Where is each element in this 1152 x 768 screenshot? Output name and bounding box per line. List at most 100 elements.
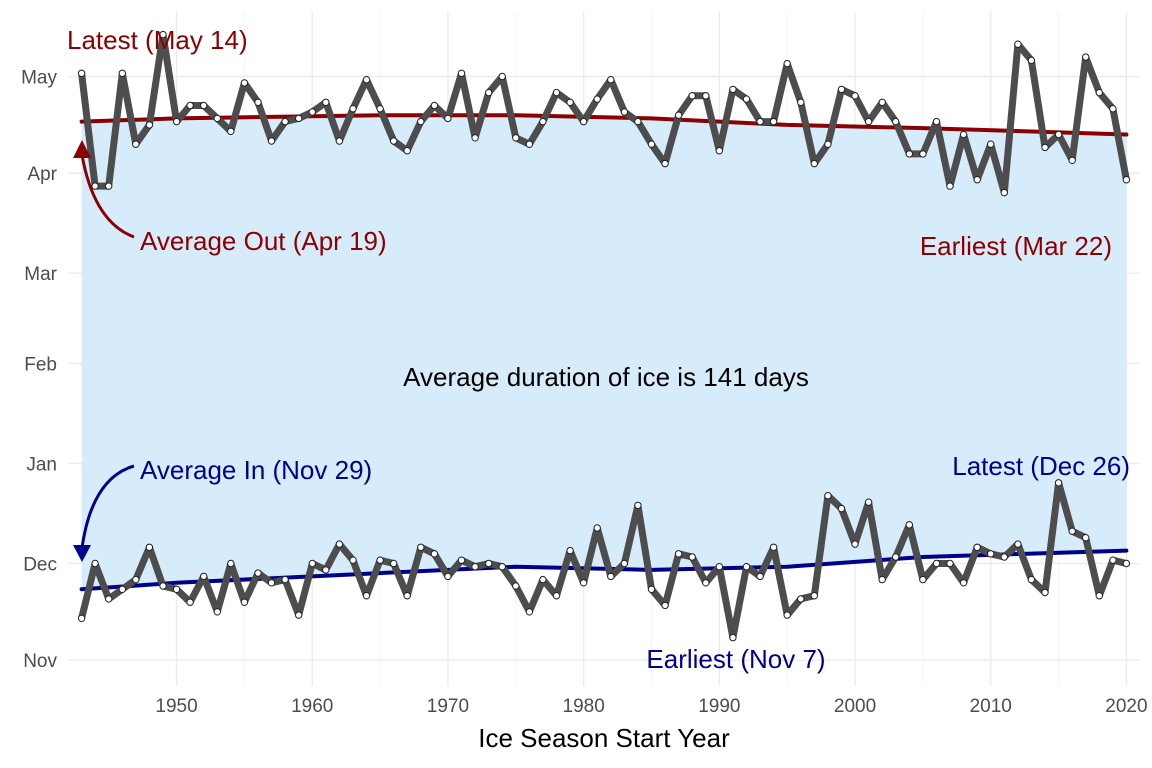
ice-in-point <box>607 572 615 581</box>
ice-in-latest-label: Latest (Dec 26) <box>952 451 1130 481</box>
ice-in-point <box>539 575 547 584</box>
ice-out-point <box>159 30 167 39</box>
ice-out-point <box>973 176 981 184</box>
ice-in-point <box>457 556 466 564</box>
ice-in-point <box>837 504 846 513</box>
ice-out-point <box>240 79 249 87</box>
ice-in-point <box>267 579 276 587</box>
ice-out-point <box>1068 156 1076 165</box>
ice-in-point <box>322 566 330 574</box>
ice-out-point <box>864 117 873 126</box>
ice-in-average-arrow <box>80 464 135 549</box>
duration-label: Average duration of ice is 141 days <box>403 362 809 392</box>
ice-in-point <box>552 592 561 600</box>
ice-in-point <box>1109 556 1117 564</box>
ice-in-point <box>864 498 873 506</box>
ice-in-point <box>159 582 167 590</box>
ice-out-point <box>607 76 615 84</box>
ice-in-point <box>390 559 398 568</box>
ice-out-point <box>783 59 791 68</box>
ice-out-point <box>213 114 222 123</box>
ice-in-point <box>335 540 344 548</box>
ice-in-average-label: Average In (Nov 29) <box>140 455 372 485</box>
x-tick-label: 2020 <box>1105 696 1147 717</box>
ice-in-point <box>227 559 235 568</box>
ice-out-point <box>729 85 737 94</box>
ice-in-point <box>362 592 371 600</box>
ice-in-point <box>905 521 913 529</box>
ice-in-point <box>485 559 493 568</box>
ice-in-point <box>172 585 181 593</box>
ice-in-point <box>946 559 954 568</box>
ice-in-point <box>1082 534 1090 542</box>
ice-out-point <box>1082 53 1090 61</box>
x-tick-label: 2000 <box>834 696 876 717</box>
ice-in-point <box>769 543 778 551</box>
y-tick-label: Feb <box>24 355 57 376</box>
x-tick-label: 1980 <box>563 696 605 717</box>
ice-out-point <box>742 95 751 103</box>
ice-in-average-arrowhead <box>73 545 91 562</box>
ice-out-average-label: Average Out (Apr 19) <box>140 226 387 256</box>
ice-out-point <box>1041 143 1049 152</box>
ice-in-point <box>498 563 506 571</box>
ice-out-point <box>335 137 344 145</box>
ice-in-point <box>471 563 479 571</box>
x-tick-label: 1970 <box>427 696 469 717</box>
ice-in-point <box>281 575 289 584</box>
ice-out-point <box>186 101 194 110</box>
ice-in-point <box>430 550 439 558</box>
x-tick-label: 1990 <box>698 696 740 717</box>
ice-out-point <box>1109 105 1117 113</box>
ice-out-point <box>769 117 778 126</box>
ice-out-point <box>145 121 154 129</box>
ice-in-point <box>254 569 262 577</box>
ice-in-point <box>512 582 520 590</box>
y-tick-label: Apr <box>27 164 57 185</box>
ice-out-point <box>824 140 832 148</box>
ice-out-point <box>797 98 805 107</box>
ice-out-point <box>200 101 208 110</box>
ice-in-point <box>118 585 127 593</box>
ice-out-earliest-label: Earliest (Mar 22) <box>920 231 1112 261</box>
ice-out-point <box>525 140 534 148</box>
ice-in-point <box>783 611 791 619</box>
ice-out-point <box>810 159 818 168</box>
ice-out-point <box>1027 56 1036 65</box>
ice-in-point <box>702 579 710 587</box>
x-tick-label: 1960 <box>291 696 333 717</box>
ice-in-point <box>145 543 154 551</box>
ice-in-point <box>308 559 316 568</box>
ice-out-point <box>552 88 561 97</box>
ice-in-point <box>240 598 249 606</box>
ice-in-point <box>376 556 384 564</box>
ice-out-point <box>579 117 588 126</box>
ice-in-point <box>756 572 764 581</box>
ice-in-point <box>105 595 113 603</box>
ice-duration-fill <box>81 115 1127 590</box>
ice-out-point <box>227 127 235 136</box>
ice-in-earliest-label: Earliest (Nov 7) <box>646 644 825 674</box>
ice-in-point <box>1054 479 1063 487</box>
ice-out-point <box>1054 130 1063 139</box>
ice-in-point <box>1027 575 1036 584</box>
ice-out-point <box>946 182 954 190</box>
ice-in-point <box>77 614 86 622</box>
ice-out-point <box>77 69 86 78</box>
ice-out-point <box>837 85 846 94</box>
ice-in-point <box>91 559 99 568</box>
ice-out-point <box>105 182 113 190</box>
ice-in-point <box>349 556 357 564</box>
ice-out-point <box>647 140 656 148</box>
ice-out-point <box>702 92 710 100</box>
ice-out-point <box>390 137 398 145</box>
ice-out-point <box>688 92 696 100</box>
ice-in-point <box>810 592 818 600</box>
ice-out-point <box>444 114 452 123</box>
ice-in-point <box>200 572 208 581</box>
y-axis-ticks: Nov Dec Jan Feb Mar Apr May <box>21 67 58 672</box>
ice-in-point <box>566 546 574 555</box>
ice-in-point <box>1000 553 1008 561</box>
ice-out-point <box>430 101 439 110</box>
ice-out-point <box>417 117 425 126</box>
